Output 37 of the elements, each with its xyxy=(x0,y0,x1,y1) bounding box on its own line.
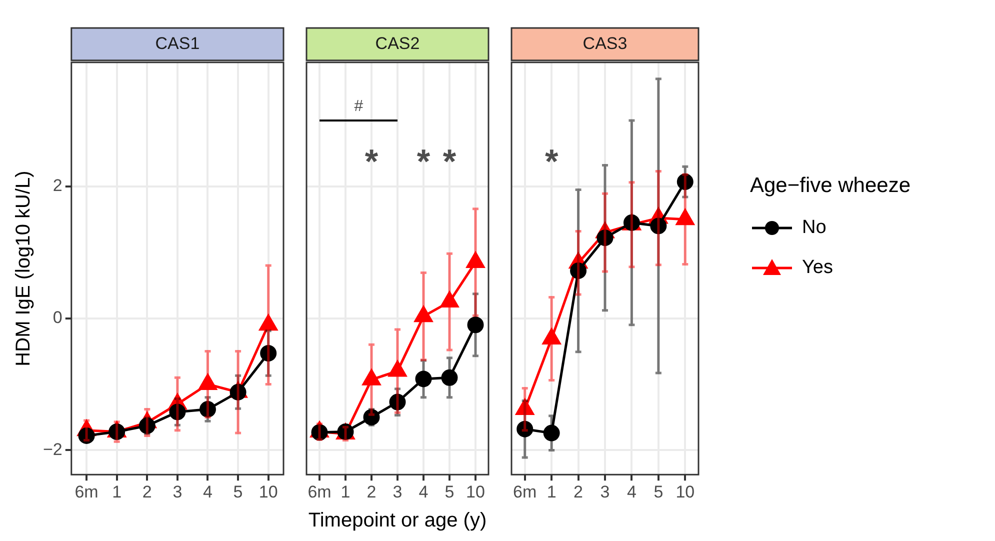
chart-title: CAS3 xyxy=(582,34,628,53)
annotation: * xyxy=(416,142,431,181)
chart-title: CAS2 xyxy=(375,34,420,53)
x-tick-label: 5 xyxy=(654,482,664,502)
x-tick-label: 6m xyxy=(513,482,537,502)
y-tick-label: −2 xyxy=(42,440,62,459)
annotation: * xyxy=(364,142,379,181)
x-tick-label: 1 xyxy=(112,482,122,502)
x-tick-label: 1 xyxy=(546,482,556,502)
x-tick-label: 1 xyxy=(340,482,350,502)
x-tick-label: 4 xyxy=(418,482,428,502)
x-tick-label: 3 xyxy=(600,482,610,502)
legend-label: Yes xyxy=(802,256,833,278)
legend-title: Age−five wheeze xyxy=(750,174,911,198)
x-tick-label: 3 xyxy=(172,482,182,502)
annotation: * xyxy=(442,142,457,181)
x-tick-label: 4 xyxy=(626,482,636,502)
y-tick-label: 0 xyxy=(52,308,62,327)
annotation: # xyxy=(354,98,364,115)
chart-title: CAS1 xyxy=(155,34,200,53)
x-tick-label: 6m xyxy=(308,482,332,502)
x-tick-label: 5 xyxy=(444,482,454,502)
x-tick-label: 4 xyxy=(203,482,212,502)
x-tick-label: 10 xyxy=(466,482,485,502)
annotation: * xyxy=(544,142,559,181)
y-axis-title: HDM IgE (log10 kU/L) xyxy=(12,170,35,366)
x-tick-label: 10 xyxy=(676,482,695,502)
x-tick-label: 2 xyxy=(574,482,584,502)
legend-label: No xyxy=(802,216,826,238)
y-tick-label: 2 xyxy=(52,176,62,196)
x-tick-label: 5 xyxy=(233,482,243,502)
x-tick-label: 6m xyxy=(74,482,98,502)
x-tick-label: 10 xyxy=(258,482,278,502)
x-axis-title: Timepoint or age (y) xyxy=(308,510,487,532)
x-tick-label: 2 xyxy=(366,482,376,502)
x-tick-label: 3 xyxy=(392,482,402,502)
x-tick-label: 2 xyxy=(142,482,152,502)
